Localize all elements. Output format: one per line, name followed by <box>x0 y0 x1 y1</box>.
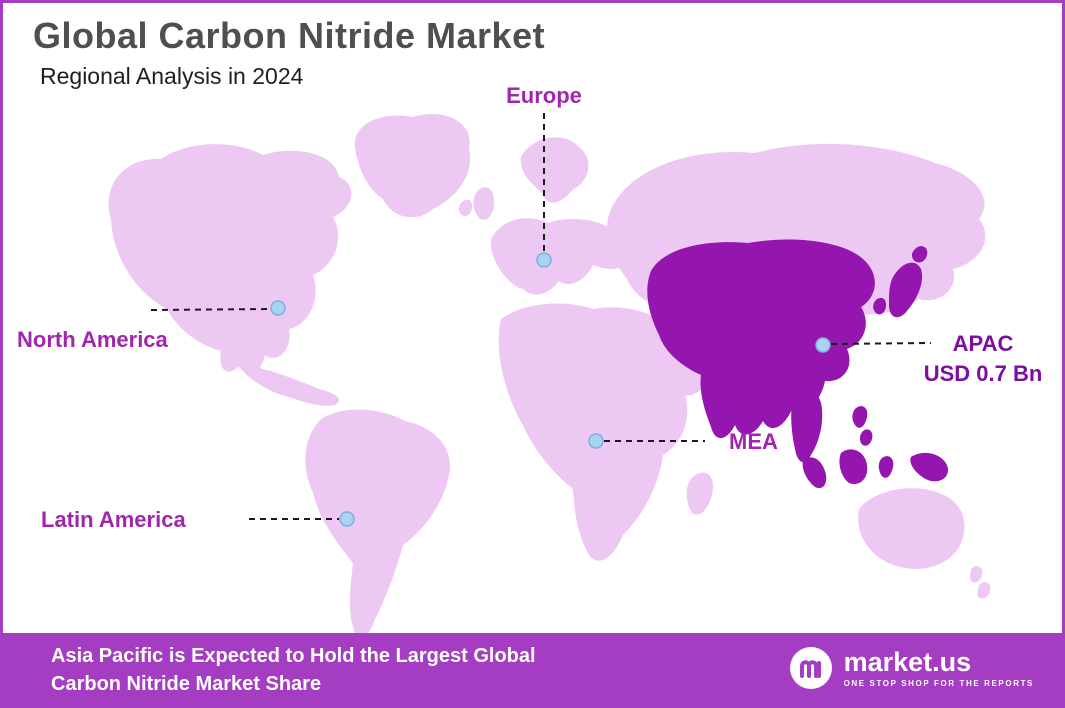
brand-text-block: market.us ONE STOP SHOP FOR THE REPORTS <box>844 648 1034 688</box>
region-label-apac-name: APAC <box>952 331 1014 356</box>
marker-dot-mea <box>588 433 604 449</box>
page-subtitle: Regional Analysis in 2024 <box>40 63 304 89</box>
footer-banner: Asia Pacific is Expected to Hold the Lar… <box>3 633 1062 705</box>
marker-dot-north-america <box>270 300 286 316</box>
continent-north-america <box>108 144 352 406</box>
continent-africa <box>498 303 714 561</box>
region-apac-highlight <box>647 239 949 489</box>
region-label-north-america: North America <box>17 327 168 352</box>
marker-dot-europe <box>536 252 552 268</box>
footer-note-line1: Asia Pacific is Expected to Hold the Lar… <box>51 645 536 667</box>
footer-note-line2: Carbon Nitride Market Share <box>51 673 322 695</box>
continent-europe <box>458 137 638 295</box>
region-label-europe: Europe <box>506 83 582 108</box>
region-label-apac-value: USD 0.7 Bn <box>923 361 1043 386</box>
page-title: Global Carbon Nitride Market <box>33 15 546 56</box>
brand-logo-block: market.us ONE STOP SHOP FOR THE REPORTS <box>788 645 1034 691</box>
footer-note: Asia Pacific is Expected to Hold the Lar… <box>51 642 536 698</box>
market-us-logo-icon <box>789 647 832 689</box>
continent-australia <box>858 488 991 599</box>
region-label-mea: MEA <box>729 429 778 454</box>
region-label-latin-america: Latin America <box>41 507 186 532</box>
world-map <box>108 113 991 637</box>
brand-name: market.us <box>843 647 972 677</box>
continent-south-america <box>305 409 451 637</box>
leader-line-north-america <box>150 308 271 311</box>
region-label-apac: APAC USD 0.7 Bn <box>908 329 1058 389</box>
brand-tagline: ONE STOP SHOP FOR THE REPORTS <box>843 679 1034 688</box>
marker-dot-latin-america <box>339 511 355 527</box>
leader-line-apac <box>830 342 932 345</box>
continent-greenland <box>354 113 471 218</box>
marker-dot-apac <box>815 337 831 353</box>
